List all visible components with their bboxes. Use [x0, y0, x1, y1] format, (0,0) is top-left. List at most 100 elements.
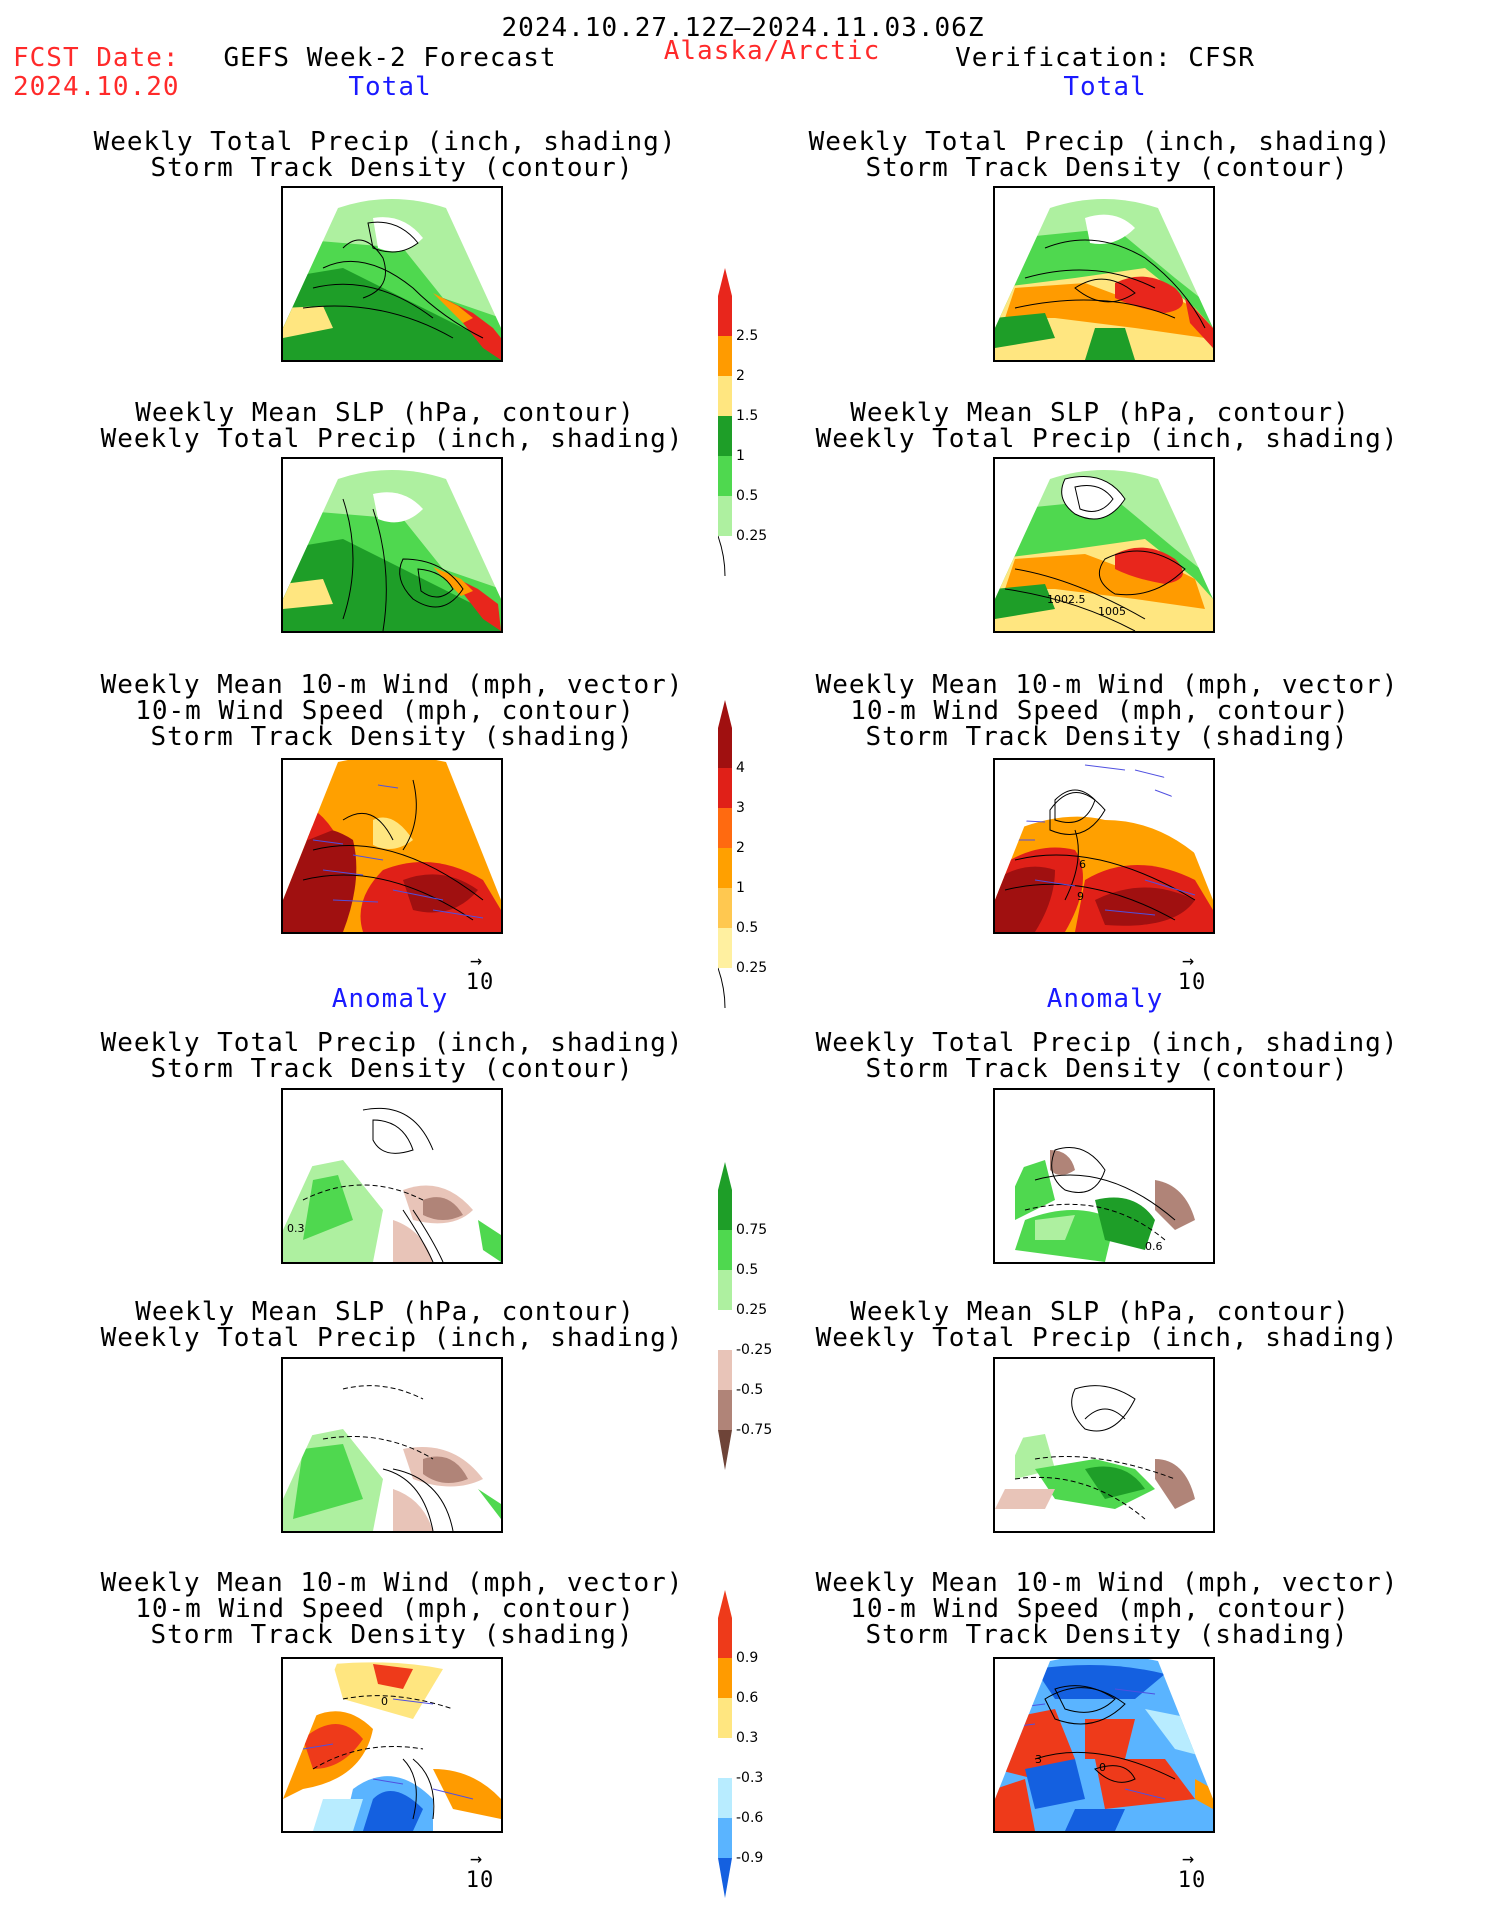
title-slp-precip-obs-anom-2: Weekly Total Precip (inch, shading) [815, 1323, 1399, 1353]
colorbar-tick-label: 2 [736, 368, 745, 384]
contour-label-0-obs: 0 [1099, 1761, 1106, 1774]
vector-scale-label-fc-total: 10 [465, 970, 495, 995]
model-name: GEFS Week-2 Forecast [223, 43, 557, 73]
colorbar-segment [718, 1778, 732, 1818]
colorbar-tick-label: 0.25 [736, 1302, 768, 1318]
colorbar-tick-label: 4 [736, 760, 745, 776]
colorbar-tick-label: -0.25 [736, 1342, 773, 1358]
colorbar-segment [718, 888, 732, 928]
map-slp-precip-verification-anomaly [993, 1357, 1215, 1533]
colorbar-precip-anomaly: 0.75 0.5 0.25 -0.25 -0.5 -0.75 [718, 1162, 838, 1498]
title-slp-precip-fc-total-2: Weekly Total Precip (inch, shading) [100, 424, 684, 454]
title-precip-track-obs-anom-1: Weekly Total Precip (inch, shading) [815, 1028, 1399, 1058]
colorbar-segment [718, 456, 732, 496]
colorbar-segment [718, 1230, 732, 1270]
section-anomaly-right: Anomaly [1046, 984, 1164, 1014]
title-wind-track-fc-total-1: Weekly Mean 10-m Wind (mph, vector) [100, 670, 684, 700]
colorbar-segment [718, 1818, 732, 1858]
title-wind-track-fc-anom-3: Storm Track Density (shading) [150, 1620, 634, 1650]
title-wind-track-fc-total-2: 10-m Wind Speed (mph, contour) [135, 696, 635, 726]
title-precip-track-fc-total-1: Weekly Total Precip (inch, shading) [93, 127, 677, 157]
contour-label-0-6: 0.6 [1145, 1240, 1163, 1253]
vector-scale-label-obs-total: 10 [1177, 970, 1207, 995]
colorbar-segment [718, 1698, 732, 1738]
colorbar-tick-label: 0.6 [736, 1690, 759, 1706]
contour-label-3: 3 [1035, 1753, 1042, 1766]
title-wind-track-fc-total-3: Storm Track Density (shading) [150, 722, 634, 752]
colorbar-tick-label: -0.5 [736, 1382, 764, 1398]
colorbar-segment [718, 728, 732, 768]
colorbar-segment [718, 1738, 732, 1778]
contour-label-6: 6 [1079, 858, 1086, 871]
fcst-date-value: 2024.10.20 [13, 72, 180, 102]
map-wind-track-forecast-total [281, 758, 503, 934]
title-slp-precip-obs-total-2: Weekly Total Precip (inch, shading) [815, 424, 1399, 454]
vector-scale-arrow-obs-total: → [1182, 948, 1195, 972]
colorbar-track-density-total: 4 3 2 1 0.5 0.25 [718, 700, 838, 1008]
contour-label-0: 0 [381, 1695, 388, 1708]
title-wind-track-fc-anom-1: Weekly Mean 10-m Wind (mph, vector) [100, 1568, 684, 1598]
colorbar-tip-top [718, 700, 732, 728]
title-wind-track-obs-anom-3: Storm Track Density (shading) [865, 1620, 1349, 1650]
colorbar-segment [718, 1270, 732, 1310]
colorbar-tick-label: 2 [736, 840, 745, 856]
colorbar-tick-label: -0.9 [736, 1850, 764, 1866]
map-wind-track-verification-total: 6 9 [993, 758, 1215, 934]
map-wind-track-forecast-anomaly: 0 [281, 1657, 503, 1833]
colorbar-tick-label: 3 [736, 800, 745, 816]
contour-label-1002-5: 1002.5 [1047, 593, 1086, 606]
colorbar-tick-label: -0.75 [736, 1422, 773, 1438]
title-slp-precip-obs-anom-1: Weekly Mean SLP (hPa, contour) [850, 1297, 1350, 1327]
map-precip-track-verification-total [993, 186, 1215, 362]
colorbar-segment [718, 376, 732, 416]
colorbar-tick-label: 0.25 [736, 528, 768, 544]
title-precip-track-obs-total-2: Storm Track Density (contour) [865, 153, 1349, 183]
colorbar-segment [718, 928, 732, 968]
colorbar-tick-label: -0.3 [736, 1770, 764, 1786]
colorbar-segment [718, 1658, 732, 1698]
colorbar-segment [718, 808, 732, 848]
section-total-left: Total [348, 72, 432, 102]
vector-scale-arrow-obs-anom: → [1182, 1846, 1195, 1870]
colorbar-segment [718, 296, 732, 336]
colorbar-tip-top [718, 1162, 732, 1190]
colorbar-tick-label: 1.5 [736, 408, 759, 424]
colorbar-segment [718, 496, 732, 536]
map-precip-track-forecast-total [281, 186, 503, 362]
title-wind-track-obs-anom-2: 10-m Wind Speed (mph, contour) [850, 1594, 1350, 1624]
colorbar-tick-label: 0.5 [736, 1262, 759, 1278]
colorbar-tip-top [718, 1590, 732, 1618]
section-total-right: Total [1063, 72, 1147, 102]
title-precip-track-fc-anom-2: Storm Track Density (contour) [150, 1054, 634, 1084]
colorbar-tick-label: 1 [736, 448, 745, 464]
title-precip-track-obs-total-1: Weekly Total Precip (inch, shading) [808, 127, 1392, 157]
vector-scale-arrow-fc-total: → [470, 948, 483, 972]
map-slp-precip-forecast-anomaly [281, 1357, 503, 1533]
colorbar-segment [718, 1350, 732, 1390]
forecast-period: 2024.10.27.12Z–2024.11.03.06Z [501, 13, 985, 43]
verification-label: Verification: CFSR [955, 43, 1255, 73]
title-precip-track-fc-total-2: Storm Track Density (contour) [150, 153, 634, 183]
map-wind-track-verification-anomaly: 3 0 [993, 1657, 1215, 1833]
title-slp-precip-fc-total-1: Weekly Mean SLP (hPa, contour) [135, 398, 635, 428]
contour-label-1005: 1005 [1098, 605, 1126, 618]
title-precip-track-fc-anom-1: Weekly Total Precip (inch, shading) [100, 1028, 684, 1058]
colorbar-segment [718, 1190, 732, 1230]
colorbar-wind-track-anomaly: 0.9 0.6 0.3 -0.3 -0.6 -0.9 [718, 1590, 838, 1926]
colorbar-tick-label: 0.25 [736, 960, 768, 976]
colorbar-precip-total: 2.5 2 1.5 1 0.5 0.25 [718, 268, 838, 576]
colorbar-tick-label: 2.5 [736, 328, 759, 344]
title-wind-track-obs-total-1: Weekly Mean 10-m Wind (mph, vector) [815, 670, 1399, 700]
colorbar-tick-label: 0.5 [736, 488, 759, 504]
contour-label-9: 9 [1077, 890, 1084, 903]
title-wind-track-obs-total-3: Storm Track Density (shading) [865, 722, 1349, 752]
colorbar-tick-label: 1 [736, 880, 745, 896]
section-anomaly-left: Anomaly [331, 984, 449, 1014]
title-wind-track-fc-anom-2: 10-m Wind Speed (mph, contour) [135, 1594, 635, 1624]
colorbar-tick-label: 0.75 [736, 1222, 768, 1238]
title-slp-precip-obs-total-1: Weekly Mean SLP (hPa, contour) [850, 398, 1350, 428]
colorbar-segment [718, 1390, 732, 1430]
colorbar-segment [718, 1430, 732, 1470]
colorbar-tick-label: 0.9 [736, 1650, 759, 1666]
colorbar-tail [718, 967, 726, 1008]
